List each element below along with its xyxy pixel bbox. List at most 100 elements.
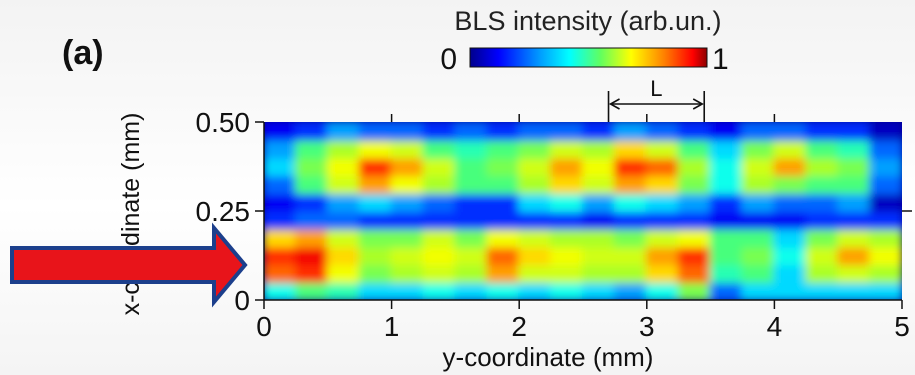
heatmap-cell (390, 227, 425, 248)
panel-label: (a) (62, 34, 104, 72)
top-ticks (390, 114, 776, 122)
heatmap-cell (773, 192, 808, 212)
heatmap-cell (805, 192, 840, 212)
heatmap-cell (869, 210, 902, 230)
heatmap-cell (613, 227, 648, 248)
axes: 0 1 2 3 4 5 0 0.25 0.50 (196, 107, 912, 342)
heatmap-cell (582, 281, 616, 300)
heatmap-cell (550, 210, 584, 230)
heatmap-cell (422, 174, 457, 195)
x-tick-label: 1 (384, 311, 400, 342)
x-ticks: 0 1 2 3 4 5 (256, 300, 910, 342)
heatmap-cell (709, 281, 744, 300)
heatmap-cell (358, 122, 393, 141)
heatmap-cell (422, 263, 457, 284)
y-tick-label: 0 (234, 285, 250, 316)
colorbar-gradient (469, 47, 708, 68)
heatmap-cell (837, 263, 872, 284)
heatmap-cell (486, 263, 521, 284)
heatmap-cell (645, 122, 680, 141)
heatmap-cell (390, 174, 425, 195)
heatmap-cell (837, 245, 872, 266)
heatmap-cell (837, 227, 872, 248)
heatmap-cell (454, 138, 489, 159)
heatmap-cell (773, 156, 808, 177)
heatmap-cell (613, 156, 648, 177)
heatmap-cell (709, 156, 744, 177)
heatmap-cell (326, 281, 361, 300)
heatmap-cell (677, 245, 712, 266)
heatmap-cell (805, 174, 840, 195)
heatmap-cell (422, 210, 457, 230)
heatmap-cell (518, 174, 553, 195)
heatmap-cell (677, 281, 712, 300)
heatmap (264, 122, 902, 300)
x-tick-label: 3 (639, 311, 655, 342)
x-axis-label: y-coordinate (mm) (443, 342, 654, 372)
heatmap-cell (486, 174, 521, 195)
heatmap-cell (582, 138, 616, 159)
heatmap-cell (837, 138, 872, 159)
heatmap-cell (709, 174, 744, 195)
heatmap-cell (264, 138, 297, 159)
heatmap-cell (264, 263, 297, 284)
heatmap-cell (294, 263, 329, 284)
heatmap-cell (805, 263, 840, 284)
heatmap-cell (358, 174, 393, 195)
heatmap-cell (264, 227, 297, 248)
heatmap-cell (741, 281, 776, 300)
heatmap-cell (326, 210, 361, 230)
heatmap-cell (582, 122, 616, 141)
heatmap-cell (741, 122, 776, 141)
heatmap-cell (741, 263, 776, 284)
heatmap-cell (358, 156, 393, 177)
heatmap-cell (805, 281, 840, 300)
heatmap-cell (805, 210, 840, 230)
heatmap-cell (741, 156, 776, 177)
heatmap-cell (486, 156, 521, 177)
heatmap-cell (773, 281, 808, 300)
x-tick-label: 2 (511, 311, 527, 342)
heatmap-cell (677, 138, 712, 159)
colorbar-title: BLS intensity (arb.un.) (454, 6, 721, 36)
x-tick-label: 4 (767, 311, 783, 342)
heatmap-cell (837, 210, 872, 230)
heatmap-cell (837, 192, 872, 212)
heatmap-cell (550, 138, 584, 159)
heatmap-cell (454, 281, 489, 300)
heatmap-cell (550, 122, 584, 141)
heatmap-cell (454, 156, 489, 177)
heatmap-cell (294, 210, 329, 230)
heatmap-cell (422, 227, 457, 248)
heatmap-cell (294, 227, 329, 248)
heatmap-cell (869, 245, 902, 266)
heatmap-cell (390, 138, 425, 159)
heatmap-cell (869, 174, 902, 195)
heatmap-cell (677, 263, 712, 284)
y-tick-label: 0.25 (196, 196, 251, 227)
heatmap-cell (869, 122, 902, 141)
heatmap-cell (582, 156, 616, 177)
heatmap-cell (454, 174, 489, 195)
heatmap-cells (264, 122, 902, 300)
x-tick-label: 0 (256, 311, 272, 342)
heatmap-cell (709, 210, 744, 230)
heatmap-cell (613, 263, 648, 284)
heatmap-cell (805, 245, 840, 266)
heatmap-cell (358, 245, 393, 266)
heatmap-cell (869, 156, 902, 177)
heatmap-cell (805, 156, 840, 177)
heatmap-cell (613, 122, 648, 141)
heatmap-cell (358, 281, 393, 300)
heatmap-cell (264, 174, 297, 195)
annotation-label: L (650, 76, 662, 101)
heatmap-cell (773, 210, 808, 230)
heatmap-cell (582, 227, 616, 248)
heatmap-cell (390, 245, 425, 266)
heatmap-cell (326, 263, 361, 284)
heatmap-cell (358, 192, 393, 212)
heatmap-cell (550, 263, 584, 284)
heatmap-cell (422, 245, 457, 266)
heatmap-cell (294, 281, 329, 300)
heatmap-cell (518, 210, 553, 230)
